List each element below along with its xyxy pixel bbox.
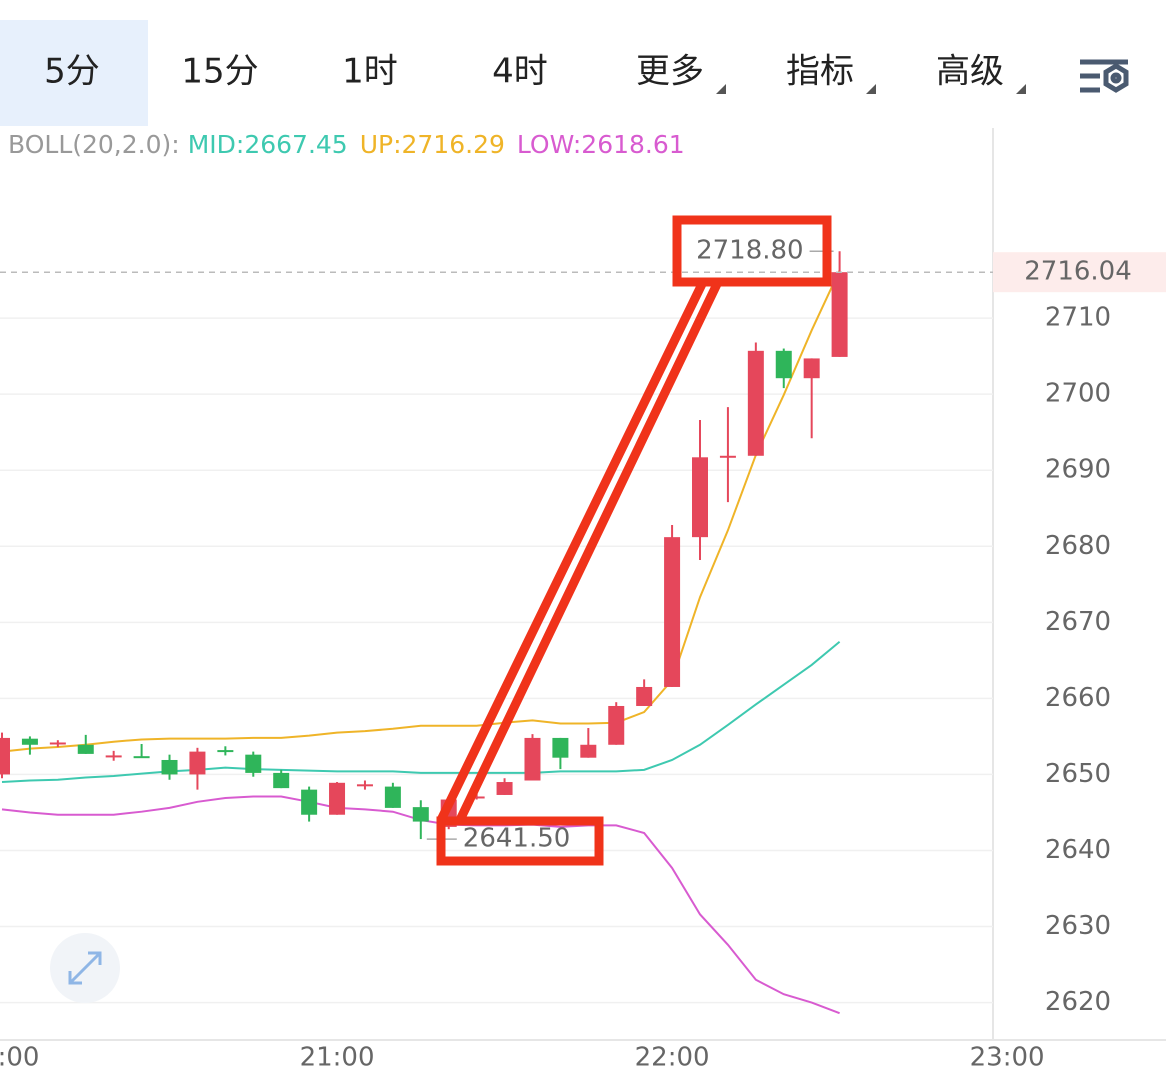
y-tick-label: 2680	[1045, 531, 1111, 561]
candle-body	[356, 784, 373, 787]
candle-body	[468, 796, 485, 799]
indicator-value: MID:2667.45	[188, 130, 348, 159]
tab[interactable]: 5分	[44, 52, 100, 92]
candle-body	[831, 272, 848, 357]
candle-body	[0, 737, 10, 775]
y-tick-label: 2660	[1045, 683, 1111, 713]
candle-body	[189, 751, 206, 775]
candle-body	[217, 750, 234, 753]
candle-body	[803, 358, 820, 379]
candle-body	[301, 789, 318, 815]
tab[interactable]: 15分	[181, 52, 258, 92]
candle-body	[524, 737, 541, 781]
settings-icon[interactable]	[1080, 59, 1129, 93]
tab[interactable]: 4时	[492, 52, 548, 92]
active-tab-bg	[0, 20, 148, 126]
drawn-annotation	[436, 215, 832, 866]
x-tick-label: 23:00	[970, 1043, 1045, 1073]
candle-body	[692, 457, 708, 538]
candle-body	[608, 705, 625, 745]
candle-body	[133, 756, 150, 759]
candle-body	[552, 737, 569, 758]
x-tick-label: 21:00	[300, 1043, 375, 1073]
candle-body	[580, 744, 597, 758]
indicator-header: BOLL(20,2.0): MID:2667.45 UP:2716.29 LOW:26…	[8, 130, 685, 159]
y-tick-label: 2640	[1045, 835, 1111, 865]
tab[interactable]: 更多	[636, 52, 704, 92]
candle-body	[21, 738, 38, 745]
candle-body	[496, 782, 513, 795]
dropdown-triangle	[716, 84, 726, 94]
tab-bar: 5分 15分 1时 4时 更多 指标 高级	[0, 20, 1026, 126]
candle-body	[49, 742, 66, 745]
candle-body	[105, 755, 122, 758]
y-tick-label: 2620	[1045, 987, 1111, 1017]
candle-body	[719, 455, 736, 458]
low-label: 2641.50	[463, 824, 571, 854]
candle-body	[412, 807, 429, 822]
x-tick-label: 20:00	[0, 1043, 39, 1073]
candle-body	[273, 772, 290, 789]
indicator-value: BOLL(20,2.0):	[8, 130, 180, 159]
boll-line	[1, 640, 841, 784]
fullscreen-button[interactable]	[50, 933, 120, 1003]
tab[interactable]: 高级	[936, 52, 1004, 92]
high-label: 2718.80	[696, 236, 804, 266]
last-price-bg	[993, 252, 1166, 293]
candle-body	[77, 744, 94, 754]
y-tick-label: 2700	[1045, 379, 1111, 409]
candle-body	[747, 350, 764, 456]
candle-body	[329, 782, 346, 815]
x-tick-label: 22:00	[635, 1043, 710, 1073]
y-tick-label: 2670	[1045, 607, 1111, 637]
candle-body	[161, 759, 178, 775]
indicator-value: LOW:2618.61	[517, 130, 685, 159]
candle-body	[384, 786, 401, 808]
dropdown-triangle	[1016, 84, 1026, 94]
indicator-value: UP:2716.29	[360, 130, 505, 159]
last-price-label: 2716.04	[1024, 257, 1132, 287]
candle-body	[636, 686, 653, 706]
y-tick-label: 2650	[1045, 759, 1111, 789]
tab[interactable]: 1时	[342, 52, 398, 92]
y-tick-label: 2690	[1045, 455, 1111, 485]
tab[interactable]: 指标	[786, 52, 854, 92]
candle-body	[245, 754, 262, 773]
candle-body	[775, 350, 792, 379]
plot-area: 2620 2630 2640 2650 2660 2670 2680 2690 2700 2710…	[0, 128, 1166, 1073]
y-tick-label: 2710	[1045, 303, 1111, 333]
boll-line	[1, 269, 841, 753]
candle-body	[664, 537, 681, 687]
y-tick-label: 2630	[1045, 911, 1111, 941]
dropdown-triangle	[866, 84, 876, 94]
